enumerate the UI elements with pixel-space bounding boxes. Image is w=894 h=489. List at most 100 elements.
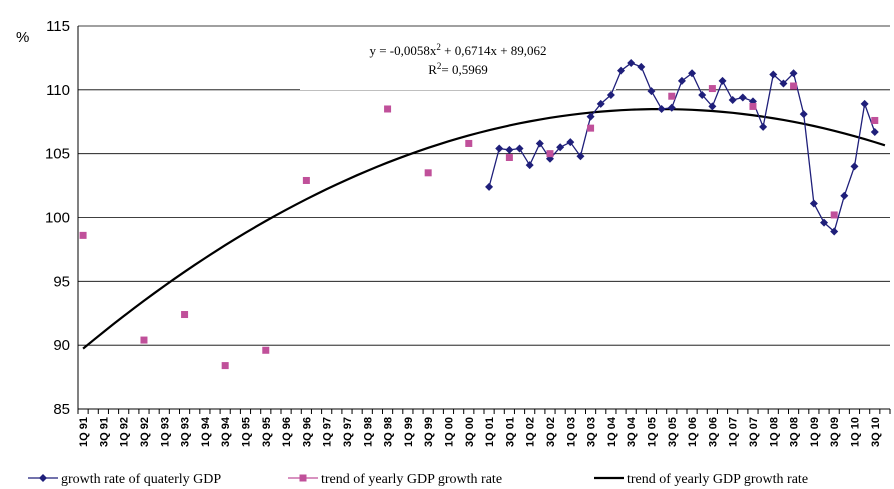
x-tick-label: 3Q 02 bbox=[545, 417, 557, 447]
x-tick-label: 3Q 01 bbox=[504, 417, 516, 447]
x-tick-label: 1Q 01 bbox=[484, 417, 496, 447]
x-tick-label: 3Q 07 bbox=[748, 417, 760, 447]
yearly-trend-point bbox=[384, 105, 392, 113]
yearly-trend-point bbox=[790, 82, 798, 90]
x-tick-label: 1Q 05 bbox=[646, 417, 658, 447]
legend-label-2: trend of yearly GDP growth rate bbox=[627, 472, 808, 487]
x-tick-label: 3Q 93 bbox=[180, 417, 192, 447]
quarterly-gdp-point bbox=[495, 144, 504, 153]
x-tick-label: 1Q 92 bbox=[119, 417, 131, 447]
quarterly-gdp-point bbox=[647, 87, 656, 96]
quarterly-gdp-point bbox=[556, 143, 565, 152]
quarterly-gdp-point bbox=[830, 227, 839, 236]
quarterly-gdp-point bbox=[718, 76, 727, 85]
yearly-trend-point bbox=[546, 150, 554, 158]
trend-curve-line bbox=[82, 107, 886, 350]
x-tick-label: 1Q 06 bbox=[687, 417, 699, 447]
quarterly-gdp-point bbox=[738, 93, 747, 102]
x-tick-label: 1Q 93 bbox=[159, 417, 171, 447]
yearly-trend-point bbox=[221, 362, 229, 370]
yearly-trend-point bbox=[830, 211, 838, 219]
legend: growth rate of quaterly GDP trend of year… bbox=[28, 472, 808, 487]
x-tick-label: 1Q 04 bbox=[606, 416, 618, 447]
quarterly-gdp-point bbox=[617, 66, 626, 75]
x-tick-label: 3Q 00 bbox=[464, 417, 476, 447]
quarterly-gdp-point bbox=[576, 152, 585, 161]
x-tick-label: 3Q 94 bbox=[220, 416, 232, 447]
x-tick-label: 3Q 05 bbox=[667, 417, 679, 447]
trendline-equation-text: y = -0,0058x2 + 0,6714x + 89,062 bbox=[369, 42, 546, 58]
quarterly-gdp-point bbox=[596, 99, 605, 108]
x-tick-label: 1Q 96 bbox=[281, 417, 293, 447]
yearly-trend-point bbox=[140, 336, 148, 344]
yearly-trend-point bbox=[668, 92, 676, 100]
quarterly-gdp-point bbox=[708, 102, 717, 111]
y-tick-labels: 85 90 95 100 105 110 115 bbox=[45, 18, 70, 418]
quarterly-gdp-point bbox=[799, 110, 808, 119]
yearly-trend-point bbox=[465, 139, 473, 147]
equation-background bbox=[300, 30, 616, 90]
x-tick-label: 1Q 03 bbox=[565, 417, 577, 447]
quarterly-gdp-point bbox=[688, 69, 697, 78]
yearly-trend-point bbox=[302, 176, 310, 184]
y-tick-label: 95 bbox=[53, 273, 70, 290]
x-tick-label: 1Q 98 bbox=[362, 417, 374, 447]
yearly-trend-point bbox=[262, 346, 270, 354]
x-tick-label: 3Q 09 bbox=[829, 417, 841, 447]
quarterly-gdp-point bbox=[485, 182, 494, 191]
legend-label-1: trend of yearly GDP growth rate bbox=[321, 472, 502, 487]
trendline-equation: y = -0,0058x2 + 0,6714x + 89,062 R2= 0,59… bbox=[369, 42, 546, 77]
legend-swatch-marker-0 bbox=[39, 474, 47, 482]
x-tick-label: 3Q 96 bbox=[301, 417, 313, 447]
quarterly-gdp-point bbox=[586, 112, 595, 121]
x-tick-label: 1Q 09 bbox=[809, 417, 821, 447]
quarterly-gdp-point bbox=[840, 191, 849, 200]
quarterly-gdp-point bbox=[860, 99, 869, 108]
y-tick-label: 100 bbox=[45, 210, 70, 227]
quarterly-gdp-point bbox=[667, 103, 676, 112]
quarterly-gdp-point bbox=[789, 69, 798, 78]
x-tick-label: 3Q 97 bbox=[342, 417, 354, 447]
y-tick-label: 85 bbox=[53, 401, 70, 418]
x-tick-label: 1Q 95 bbox=[240, 417, 252, 447]
x-tick-label: 3Q 92 bbox=[139, 417, 151, 447]
quarterly-gdp-point bbox=[627, 59, 636, 68]
quarterly-gdp-point bbox=[698, 90, 707, 99]
x-tick-labels: 1Q 91 3Q 91 1Q 92 3Q 92 1Q 93 3Q 93 1Q 94 3Q 94… bbox=[78, 416, 882, 447]
yearly-trend-point bbox=[424, 169, 432, 177]
y-axis-unit-label: % bbox=[16, 29, 29, 46]
yearly-trend-point bbox=[708, 85, 716, 93]
yearly-trend-point bbox=[587, 124, 595, 132]
quarterly-gdp-point bbox=[657, 104, 666, 113]
yearly-trend-point bbox=[871, 116, 879, 124]
quarterly-gdp-point bbox=[820, 218, 829, 227]
quarterly-gdp-point bbox=[515, 144, 524, 153]
x-tick-label: 3Q 06 bbox=[707, 417, 719, 447]
axes bbox=[77, 26, 891, 414]
x-tick-label: 1Q 08 bbox=[768, 417, 780, 447]
y-tick-label: 115 bbox=[46, 18, 70, 35]
yearly-trend-point bbox=[79, 231, 87, 239]
quarterly-gdp-point bbox=[759, 122, 768, 131]
x-tick-label: 1Q 99 bbox=[403, 417, 415, 447]
x-tick-label: 3Q 98 bbox=[383, 417, 395, 447]
quarterly-gdp-point bbox=[850, 162, 859, 171]
quarterly-gdp-point bbox=[505, 145, 514, 154]
x-tick-label: 3Q 95 bbox=[261, 417, 273, 447]
yearly-trend-point bbox=[181, 311, 189, 319]
y-tick-label: 110 bbox=[46, 82, 70, 99]
quarterly-gdp-point bbox=[566, 138, 575, 147]
x-tick-label: 3Q 10 bbox=[870, 417, 882, 447]
yearly-trend-point bbox=[749, 102, 757, 110]
legend-label-0: growth rate of quaterly GDP bbox=[61, 472, 221, 487]
r-squared-text: R2= 0,5969 bbox=[428, 61, 488, 77]
x-tick-label: 1Q 07 bbox=[728, 417, 740, 447]
quarterly-gdp-point bbox=[677, 76, 686, 85]
yearly-trend-point bbox=[505, 153, 513, 161]
quarterly-gdp-point bbox=[728, 96, 737, 105]
quarterly-gdp-point bbox=[769, 70, 778, 79]
x-tick-label: 1Q 91 bbox=[78, 417, 90, 447]
x-tick-label: 3Q 99 bbox=[423, 417, 435, 447]
x-tick-label: 1Q 10 bbox=[849, 417, 861, 447]
